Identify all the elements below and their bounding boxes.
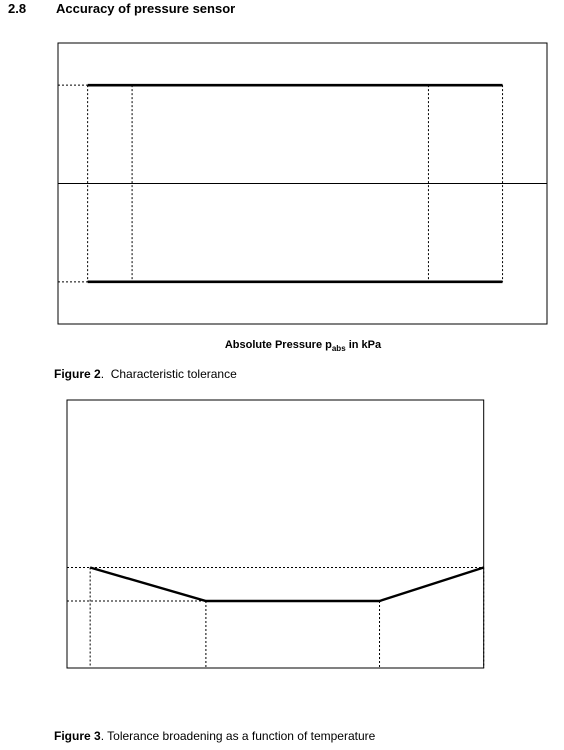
x-axis-label: Absolute Pressure pabs in kPa xyxy=(225,339,382,354)
x-axis-label-sub: abs xyxy=(332,344,346,353)
figure-2-text: Characteristic tolerance xyxy=(110,367,237,381)
section-heading: 2.8 Accuracy of pressure sensor xyxy=(8,1,235,16)
figure-3-sep: . xyxy=(100,729,105,743)
factor-line xyxy=(89,566,485,603)
figure-2-sep: . xyxy=(100,367,105,381)
figure-3-label: Figure 3 xyxy=(54,729,101,743)
x-axis-label-text: Absolute Pressure xyxy=(225,339,322,351)
section-number: 2.8 xyxy=(8,1,27,16)
plot-area-frame xyxy=(66,399,485,669)
figure-2-label: Figure 2 xyxy=(54,367,101,381)
section-title: Accuracy of pressure sensor xyxy=(56,1,236,16)
pressure-tolerance-chart: Absolute Pressure pabs in kPa xyxy=(57,42,548,354)
figure-3-text: Tolerance broadening as a function of te… xyxy=(107,729,376,743)
x-axis-label-unit: in kPa xyxy=(349,339,382,351)
x-axis-label-var: p xyxy=(325,339,332,351)
temperature-factor-chart xyxy=(66,399,485,669)
figure-3-caption: Figure 3. Tolerance broadening as a func… xyxy=(54,729,375,743)
figure-2-caption: Figure 2. Characteristic tolerance xyxy=(54,367,237,381)
